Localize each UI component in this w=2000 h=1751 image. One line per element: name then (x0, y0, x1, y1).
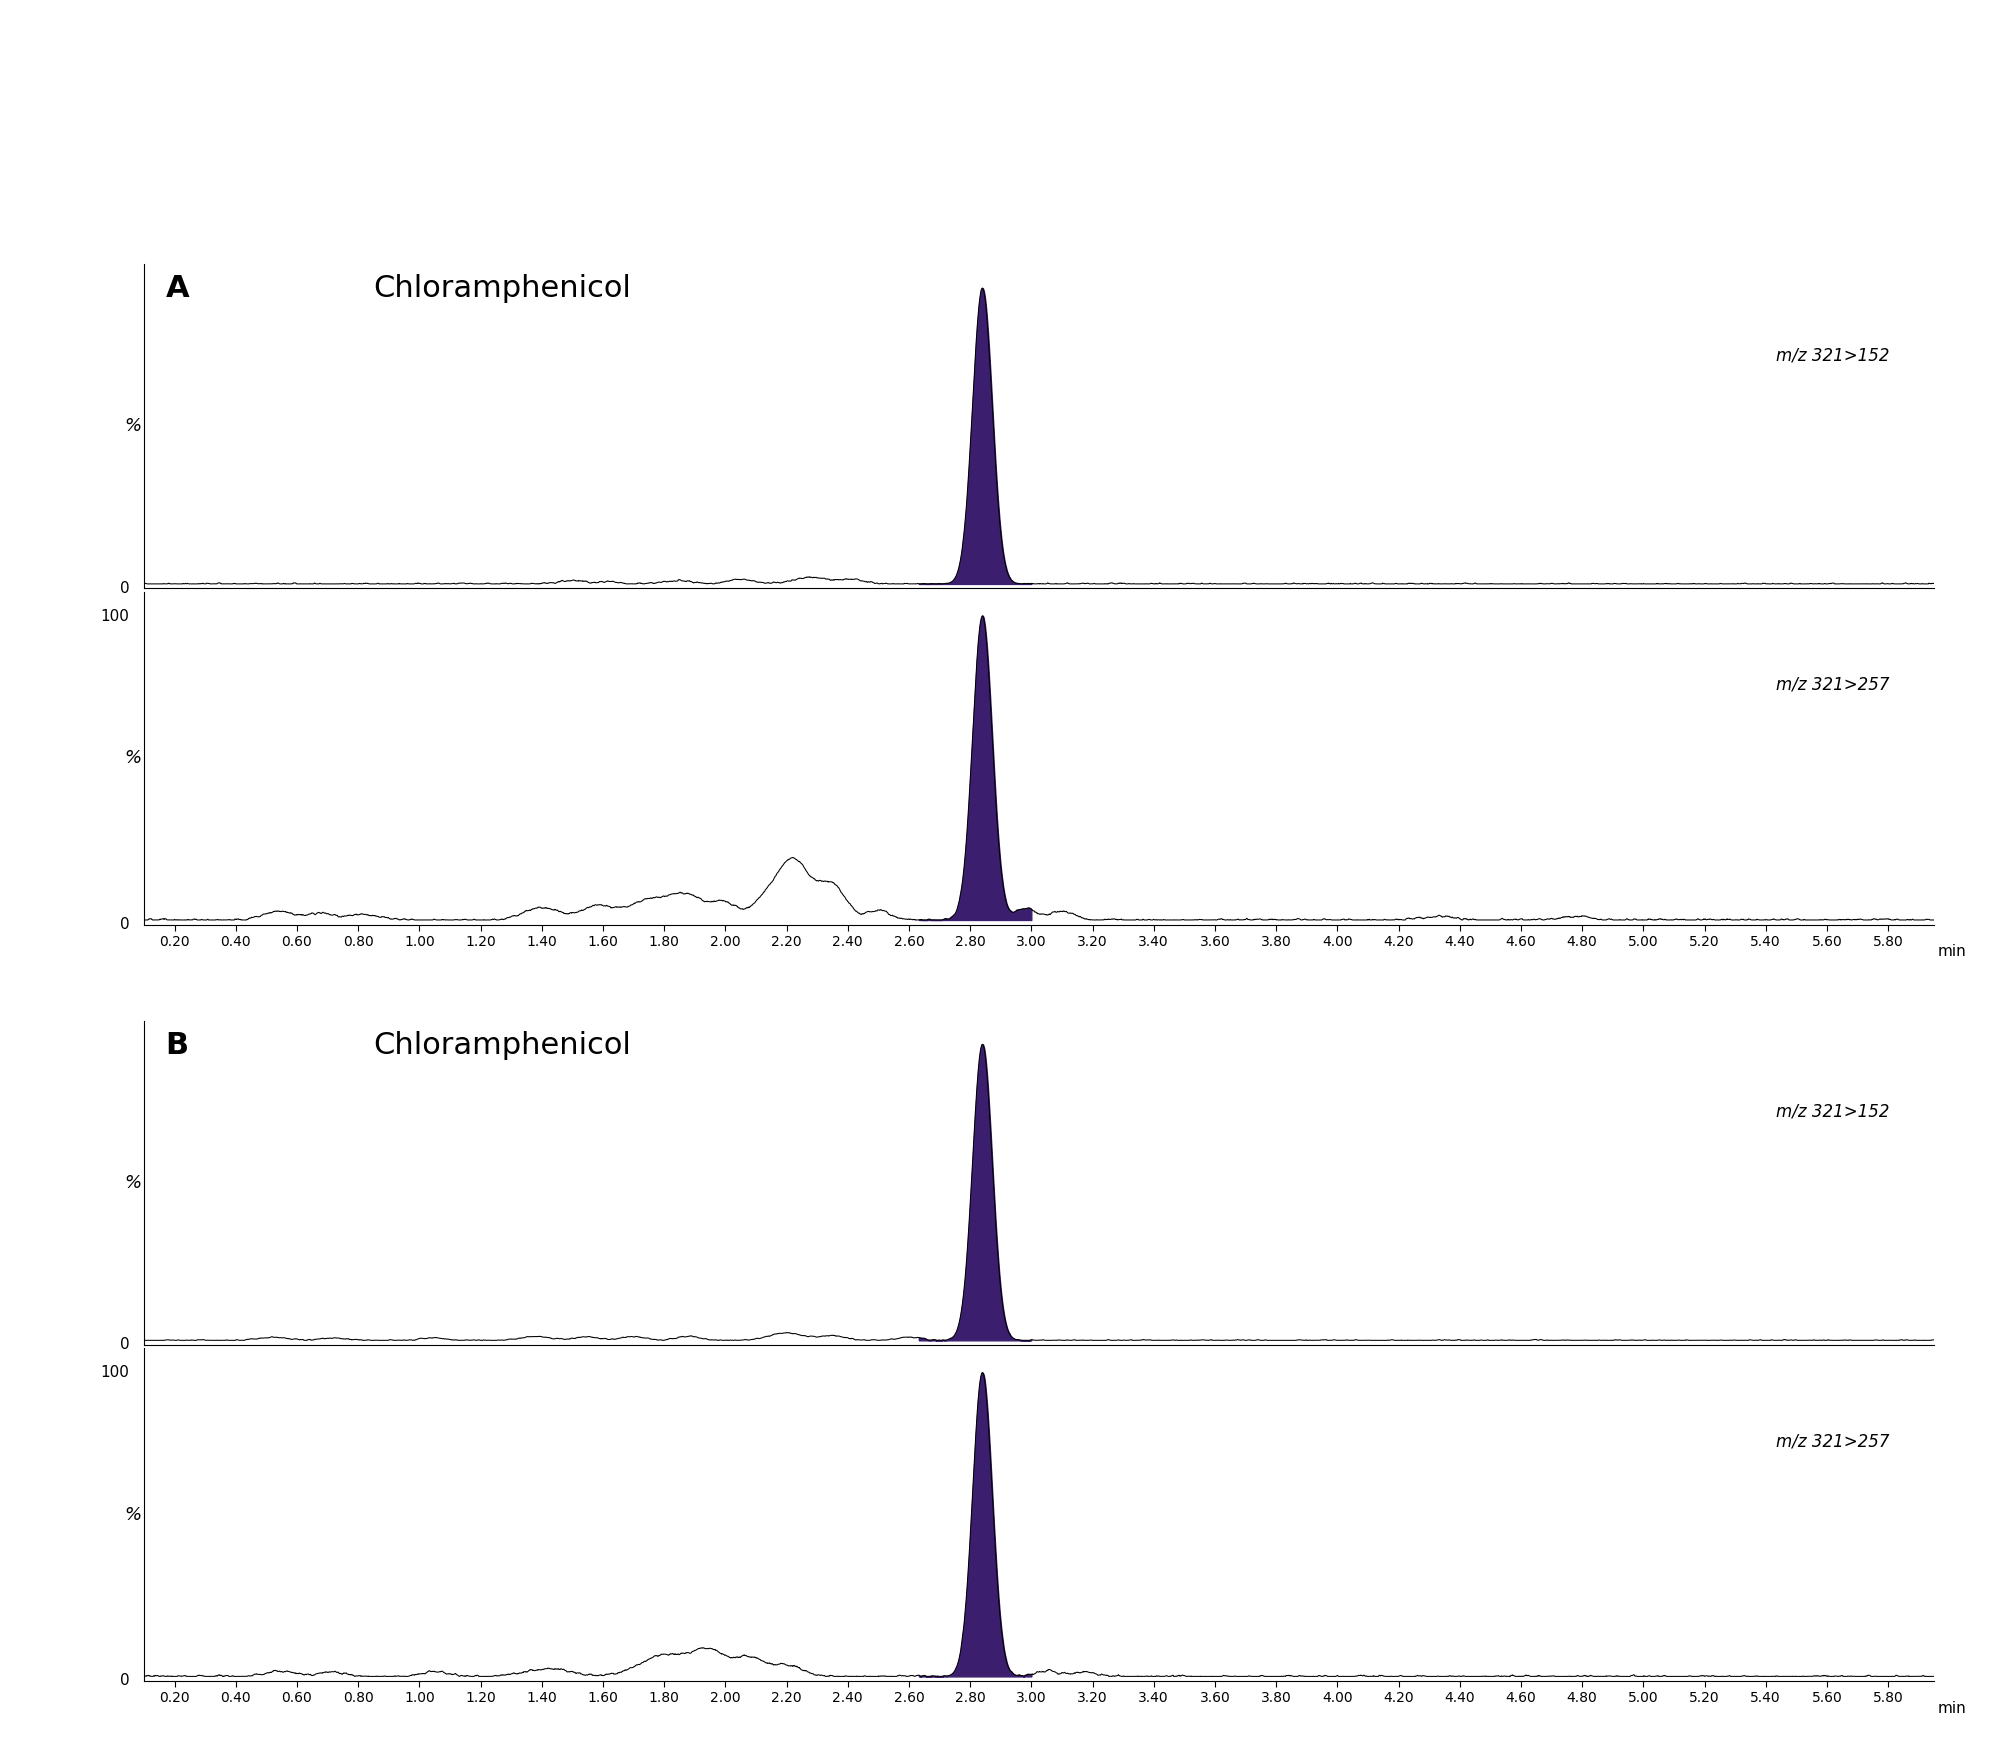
Text: Chloramphenicol: Chloramphenicol (374, 275, 630, 303)
Y-axis label: %: % (124, 417, 142, 436)
Text: 0: 0 (120, 1674, 130, 1688)
Y-axis label: %: % (124, 749, 142, 767)
Text: 0: 0 (120, 1338, 130, 1352)
Text: A: A (166, 275, 190, 303)
Text: 0: 0 (120, 581, 130, 595)
Text: m/z 321>257: m/z 321>257 (1776, 676, 1890, 693)
Text: min: min (1938, 1700, 1966, 1716)
Text: B: B (166, 1031, 188, 1059)
Text: 0: 0 (120, 918, 130, 932)
Text: m/z 321>152: m/z 321>152 (1776, 347, 1890, 364)
Text: m/z 321>257: m/z 321>257 (1776, 1432, 1890, 1450)
Text: m/z 321>152: m/z 321>152 (1776, 1103, 1890, 1121)
Text: min: min (1938, 944, 1966, 960)
Y-axis label: %: % (124, 1506, 142, 1523)
Text: 100: 100 (100, 609, 130, 623)
Text: 100: 100 (100, 1366, 130, 1380)
Text: Chloramphenicol: Chloramphenicol (374, 1031, 630, 1059)
Y-axis label: %: % (124, 1173, 142, 1192)
